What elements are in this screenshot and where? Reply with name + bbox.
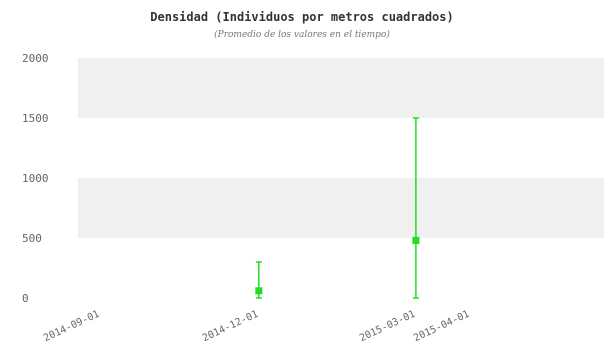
grid-band (78, 178, 604, 238)
y-axis: 0 500 1000 1500 2000 (22, 52, 49, 305)
y-tick-label: 2000 (22, 52, 49, 65)
data-point[interactable] (412, 236, 420, 244)
y-tick-label: 0 (22, 292, 29, 305)
data-point[interactable] (255, 287, 263, 295)
grid-bands (78, 58, 604, 238)
x-tick-label: 2015-03-01 (358, 309, 417, 344)
y-tick-label: 1000 (22, 172, 49, 185)
y-tick-label: 1500 (22, 112, 49, 125)
y-tick-label: 500 (22, 232, 42, 245)
x-tick-label: 2014-09-01 (42, 309, 101, 344)
grid-band (78, 58, 604, 118)
x-tick-label: 2014-12-01 (201, 309, 260, 344)
chart-title: Densidad (Individuos por metros cuadrado… (150, 10, 454, 24)
chart-subtitle: (Promedio de los valores en el tiempo) (214, 30, 390, 40)
x-tick-label: 2015-04-01 (412, 309, 471, 344)
series-marks (255, 117, 420, 299)
